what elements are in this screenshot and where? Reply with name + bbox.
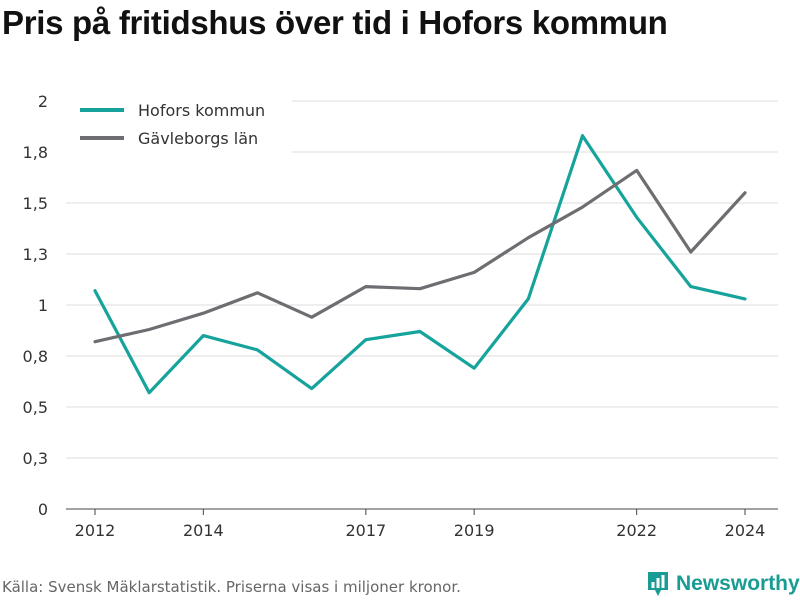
y-tick-label: 0,5 [23,398,48,417]
y-tick-label: 0 [38,500,48,519]
y-tick-label: 0,8 [23,347,48,366]
series-line-0 [93,134,747,395]
grid-lines [66,100,778,510]
y-axis-ticks: 0 0,3 0,5 0,8 1 1,3 1,5 1,8 2 [23,92,48,519]
bar-chart-pin-icon [648,572,668,596]
source-note: Källa: Svensk Mäklarstatistik. Priserna … [2,578,461,596]
x-tick-label: 2022 [616,521,657,540]
y-tick-label: 2 [38,92,48,111]
y-tick-label: 1,8 [23,143,48,162]
chart-title: Pris på fritidshus över tid i Hofors kom… [2,4,668,41]
brand-name: Newsworthy [676,572,800,595]
legend: Hofors kommun Gävleborgs län [66,94,292,156]
x-tick-label: 2017 [345,521,386,540]
x-tick-label: 2014 [183,521,224,540]
y-tick-label: 1 [38,296,48,315]
x-tick-label: 2024 [725,521,766,540]
y-tick-label: 1,3 [23,245,48,264]
legend-label: Gävleborgs län [138,129,258,148]
x-tick-label: 2019 [454,521,495,540]
y-tick-label: 0,3 [23,449,48,468]
y-tick-label: 1,5 [23,194,48,213]
series-lines [93,134,747,395]
brand-logo: Newsworthy [646,570,800,598]
legend-background [66,94,292,156]
x-tick-label: 2012 [75,521,116,540]
series-line-1 [93,168,747,344]
legend-label: Hofors kommun [138,101,265,120]
x-axis-ticks: 2012 2014 2017 2019 2022 2024 [75,509,766,540]
